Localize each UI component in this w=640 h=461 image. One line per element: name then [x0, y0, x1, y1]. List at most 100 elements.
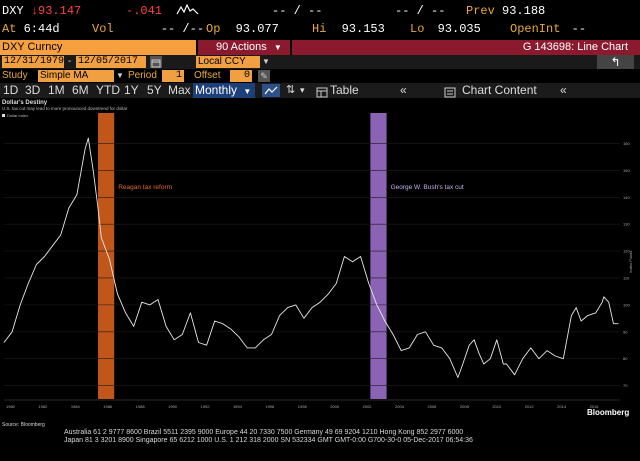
hi-label: Hi — [312, 22, 327, 36]
period-6m[interactable]: 6M — [72, 83, 89, 97]
start-date-input[interactable]: 12/31/1979 — [2, 56, 65, 68]
y-tick-label: 100 — [623, 302, 630, 307]
high-field: Hi 93.153 — [312, 22, 385, 36]
currency-dropdown-icon[interactable]: ▼ — [262, 57, 270, 66]
study-value: Simple MA — [40, 70, 89, 81]
period-1m[interactable]: 1M — [48, 83, 65, 97]
period-1y[interactable]: 1Y — [124, 83, 139, 97]
annotation-label: George W. Bush's tax cut — [391, 184, 464, 191]
x-tick-label: 1980 — [6, 404, 16, 409]
study-label: Study — [2, 70, 28, 81]
at-label: At — [2, 22, 17, 36]
offset-label: Offset — [194, 70, 221, 81]
x-tick-label: 2008 — [460, 404, 470, 409]
contact-line-1: Australia 61 2 9777 8600 Brazil 5511 239… — [64, 429, 464, 436]
x-tick-label: 2012 — [525, 404, 535, 409]
period-1d[interactable]: 1D — [3, 83, 19, 97]
y-tick-label: 140 — [623, 195, 630, 200]
x-tick-label: 1984 — [71, 404, 81, 409]
chart-toolbar: 1D 3D 1M 6M YTD 1Y 5Y Max Monthly ▼ ⇅ ▾ … — [0, 83, 640, 98]
frequency-dropdown-icon: ▼ — [243, 87, 252, 96]
collapse-right-icon[interactable]: « — [560, 83, 567, 97]
line-chart-icon[interactable] — [262, 84, 280, 97]
period-max[interactable]: Max — [168, 83, 191, 97]
chart-title: Dollar's Destiny — [2, 100, 48, 106]
y-axis-label: Index Points — [628, 251, 633, 273]
x-tick-label: 1992 — [201, 404, 211, 409]
bloomberg-logo: Bloomberg — [587, 408, 630, 417]
x-tick-label: 2002 — [363, 404, 373, 409]
y-tick-label: 150 — [623, 168, 630, 173]
command-row: DXY Curncy 90 Actions ▼ G 143698: Line C… — [0, 40, 640, 55]
chart-subtitle: U.S. tax cut may lead to more pronounced… — [2, 106, 128, 111]
quote-row-1: DXY ↓93.147 — [2, 4, 81, 18]
undo-icon[interactable]: ↰ — [597, 55, 634, 69]
low-field: Lo 93.035 — [410, 22, 481, 36]
settings-dropdown-icon[interactable]: ▾ — [300, 85, 305, 95]
ticker[interactable]: DXY — [2, 4, 24, 18]
openint-value: -- — [571, 22, 587, 36]
contact-line-2: Japan 81 3 3201 8900 Singapore 65 6212 1… — [64, 437, 473, 444]
x-tick-label: 1998 — [298, 404, 308, 409]
study-row: Study Simple MA ▼ Period 1 Offset 0 ✎ — [0, 69, 640, 83]
offset-input[interactable]: 0 — [230, 70, 252, 82]
edit-study-icon[interactable]: ✎ — [258, 70, 270, 82]
vol-label: Vol — [92, 22, 114, 36]
x-tick-label: 2014 — [557, 404, 567, 409]
chart-content-icon[interactable] — [444, 85, 456, 98]
security-field[interactable]: DXY Curncy — [0, 40, 196, 55]
x-tick-label: 1996 — [265, 404, 275, 409]
frequency-select[interactable]: Monthly ▼ — [193, 83, 255, 98]
table-button[interactable]: Table — [330, 83, 359, 97]
vol-value: -- /-- — [160, 22, 205, 36]
actions-menu[interactable]: 90 Actions ▼ — [198, 40, 290, 55]
y-tick-label: 160 — [623, 141, 630, 146]
x-tick-label: 2004 — [395, 404, 405, 409]
period-5y[interactable]: 5Y — [147, 83, 162, 97]
function-title: G 143698: Line Chart — [292, 40, 640, 55]
y-tick-label: 110 — [623, 275, 630, 280]
annotation-label: Reagan tax reform — [118, 184, 172, 191]
settings-icon[interactable]: ⇅ — [286, 84, 296, 96]
y-tick-label: 120 — [623, 249, 630, 254]
op-value: 93.077 — [235, 22, 279, 36]
x-tick-label: 1994 — [233, 404, 243, 409]
period-input[interactable]: 1 — [162, 70, 184, 82]
period-ytd[interactable]: YTD — [96, 83, 120, 97]
study-select[interactable]: Simple MA — [38, 70, 114, 82]
y-tick-label: 90 — [623, 329, 628, 334]
dashes-2: -- / -- — [395, 4, 446, 18]
legend-swatch — [2, 114, 5, 117]
collapse-left-icon[interactable]: « — [400, 83, 407, 97]
end-date-input[interactable]: 12/05/2017 — [76, 56, 146, 68]
legend-label: Dollar index — [7, 113, 28, 118]
time-field: At 6:44d — [2, 22, 60, 36]
op-label: Op — [206, 22, 221, 36]
study-dropdown-icon[interactable]: ▼ — [116, 71, 124, 80]
source-note: Source: Bloomberg — [2, 422, 45, 428]
lo-value: 93.035 — [437, 22, 481, 36]
actions-label: 90 Actions — [216, 41, 267, 53]
date-separator: - — [68, 56, 72, 67]
last-price-arrow: ↓ — [30, 4, 39, 18]
prev-value: 93.188 — [502, 4, 546, 18]
series-line — [3, 137, 619, 378]
dashes-1: -- / -- — [272, 4, 323, 18]
currency-select[interactable]: Local CCY — [196, 56, 260, 68]
prev-close: Prev 93.188 — [466, 4, 545, 18]
open-field: Op 93.077 — [206, 22, 279, 36]
table-icon[interactable] — [316, 85, 328, 98]
chart-panel: Dollar's Destiny U.S. tax cut may lead t… — [0, 98, 640, 421]
calendar-icon[interactable] — [150, 56, 162, 68]
chart-content-button[interactable]: Chart Content — [462, 83, 537, 97]
date-range-row: 12/31/1979 - 12/05/2017 Local CCY ▼ ↰ — [0, 55, 640, 69]
openint-label: OpenInt — [510, 22, 561, 36]
x-tick-label: 2000 — [330, 404, 340, 409]
chart-canvas: Dollar's Destiny U.S. tax cut may lead t… — [0, 98, 640, 421]
x-tick-label: 2006 — [427, 404, 437, 409]
x-tick-label: 1986 — [103, 404, 113, 409]
y-tick-label: 130 — [623, 222, 630, 227]
x-tick-label: 1982 — [38, 404, 48, 409]
currency-label: Local CCY — [198, 56, 246, 67]
period-3d[interactable]: 3D — [25, 83, 41, 97]
